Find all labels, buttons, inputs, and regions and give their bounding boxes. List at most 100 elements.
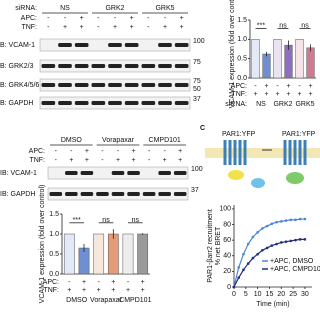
band bbox=[74, 43, 89, 47]
point bbox=[251, 256, 255, 260]
blot-label: B: GAPDH bbox=[0, 100, 33, 107]
sign: - bbox=[70, 148, 73, 155]
y-axis-label: VCAM-1 expression (fold over control) bbox=[229, 0, 236, 108]
bar bbox=[137, 233, 149, 275]
sign: - bbox=[47, 15, 50, 22]
band bbox=[91, 101, 106, 105]
band bbox=[127, 192, 140, 196]
point bbox=[284, 219, 288, 222]
point bbox=[275, 220, 278, 224]
sign: + bbox=[97, 287, 101, 294]
blot-label: IB: GAPDH bbox=[0, 191, 35, 198]
sign: - bbox=[164, 15, 167, 22]
point bbox=[246, 242, 250, 246]
sign: - bbox=[55, 148, 58, 155]
legend-label: +APC, CMPD101 bbox=[270, 266, 320, 273]
sign: + bbox=[85, 157, 89, 164]
point bbox=[242, 252, 245, 256]
sign: + bbox=[264, 91, 268, 98]
band bbox=[124, 64, 139, 68]
sign: + bbox=[126, 287, 130, 294]
band bbox=[74, 101, 89, 105]
sign: + bbox=[286, 91, 290, 98]
point bbox=[275, 242, 278, 246]
point bbox=[294, 238, 297, 242]
y-tick-label: 80 bbox=[223, 221, 231, 228]
point bbox=[289, 239, 293, 243]
y-axis-label: VCAM-1 expression (fold over control) bbox=[39, 185, 46, 304]
sign: - bbox=[276, 83, 279, 90]
band bbox=[158, 43, 172, 47]
sign: + bbox=[82, 287, 86, 294]
bar bbox=[122, 233, 134, 275]
band bbox=[108, 43, 122, 47]
band bbox=[173, 171, 187, 175]
point bbox=[237, 266, 241, 269]
band bbox=[127, 171, 140, 175]
band bbox=[124, 101, 139, 105]
x-tick-label: 15 bbox=[266, 291, 274, 298]
significance: *** bbox=[257, 23, 265, 30]
row-label: siRNA: bbox=[15, 5, 37, 12]
band bbox=[124, 43, 139, 47]
sign: + bbox=[80, 24, 84, 31]
band bbox=[173, 192, 187, 196]
point bbox=[298, 238, 302, 241]
blot-label: B: GRK4/5/6 bbox=[0, 82, 39, 89]
group-label: CMPD101 bbox=[119, 297, 151, 304]
band bbox=[74, 83, 89, 87]
group-label: Vorapaxar bbox=[102, 137, 135, 144]
blot-label: B: VCAM-1 bbox=[0, 42, 35, 49]
x-axis-label: Time (min) bbox=[256, 301, 289, 308]
band bbox=[80, 192, 94, 196]
band bbox=[142, 192, 156, 196]
significance: ns bbox=[102, 217, 110, 224]
significance: ns bbox=[301, 23, 309, 30]
y-tick-label: 1.5 bbox=[237, 17, 247, 24]
line bbox=[233, 218, 305, 288]
bar bbox=[295, 39, 304, 79]
band bbox=[65, 171, 78, 175]
sign: + bbox=[180, 24, 184, 31]
row-label: APC: bbox=[43, 279, 59, 286]
sign: + bbox=[141, 279, 145, 286]
sign: + bbox=[264, 83, 268, 90]
group-label: GRK5 bbox=[295, 101, 314, 108]
row-label: APC: bbox=[231, 83, 247, 90]
mw-label: 37 bbox=[191, 187, 199, 194]
bar bbox=[251, 39, 260, 79]
point bbox=[261, 248, 264, 252]
band bbox=[108, 101, 122, 105]
band bbox=[158, 101, 172, 105]
arrestin bbox=[286, 172, 304, 184]
sign: + bbox=[308, 91, 312, 98]
point bbox=[232, 285, 236, 289]
sign: + bbox=[80, 15, 84, 22]
band bbox=[141, 83, 156, 87]
sign: - bbox=[148, 148, 151, 155]
sign: + bbox=[132, 157, 136, 164]
group-label: CMPD101 bbox=[149, 137, 181, 144]
group-label: DMSO bbox=[66, 297, 88, 304]
group-label: Vorapaxar bbox=[90, 297, 123, 304]
significance: *** bbox=[73, 217, 81, 224]
band bbox=[58, 64, 72, 68]
point bbox=[294, 218, 297, 222]
rluc bbox=[251, 178, 265, 188]
group-label: GRK5 bbox=[155, 5, 174, 12]
band bbox=[158, 83, 172, 87]
y-tick-label: 60 bbox=[223, 237, 231, 244]
sign: + bbox=[253, 91, 257, 98]
band bbox=[108, 64, 122, 68]
y-tick-label: 20 bbox=[223, 268, 231, 275]
point bbox=[237, 276, 241, 279]
blot-label: IB: VCAM-1 bbox=[0, 170, 37, 177]
sign: - bbox=[298, 83, 301, 90]
sign: + bbox=[132, 148, 136, 155]
y-tick-label: 40 bbox=[223, 253, 231, 260]
bar bbox=[107, 233, 119, 275]
cartoon-label: PAR1:YFP bbox=[282, 131, 316, 138]
x-tick-label: 30 bbox=[301, 291, 309, 298]
band bbox=[58, 101, 72, 105]
